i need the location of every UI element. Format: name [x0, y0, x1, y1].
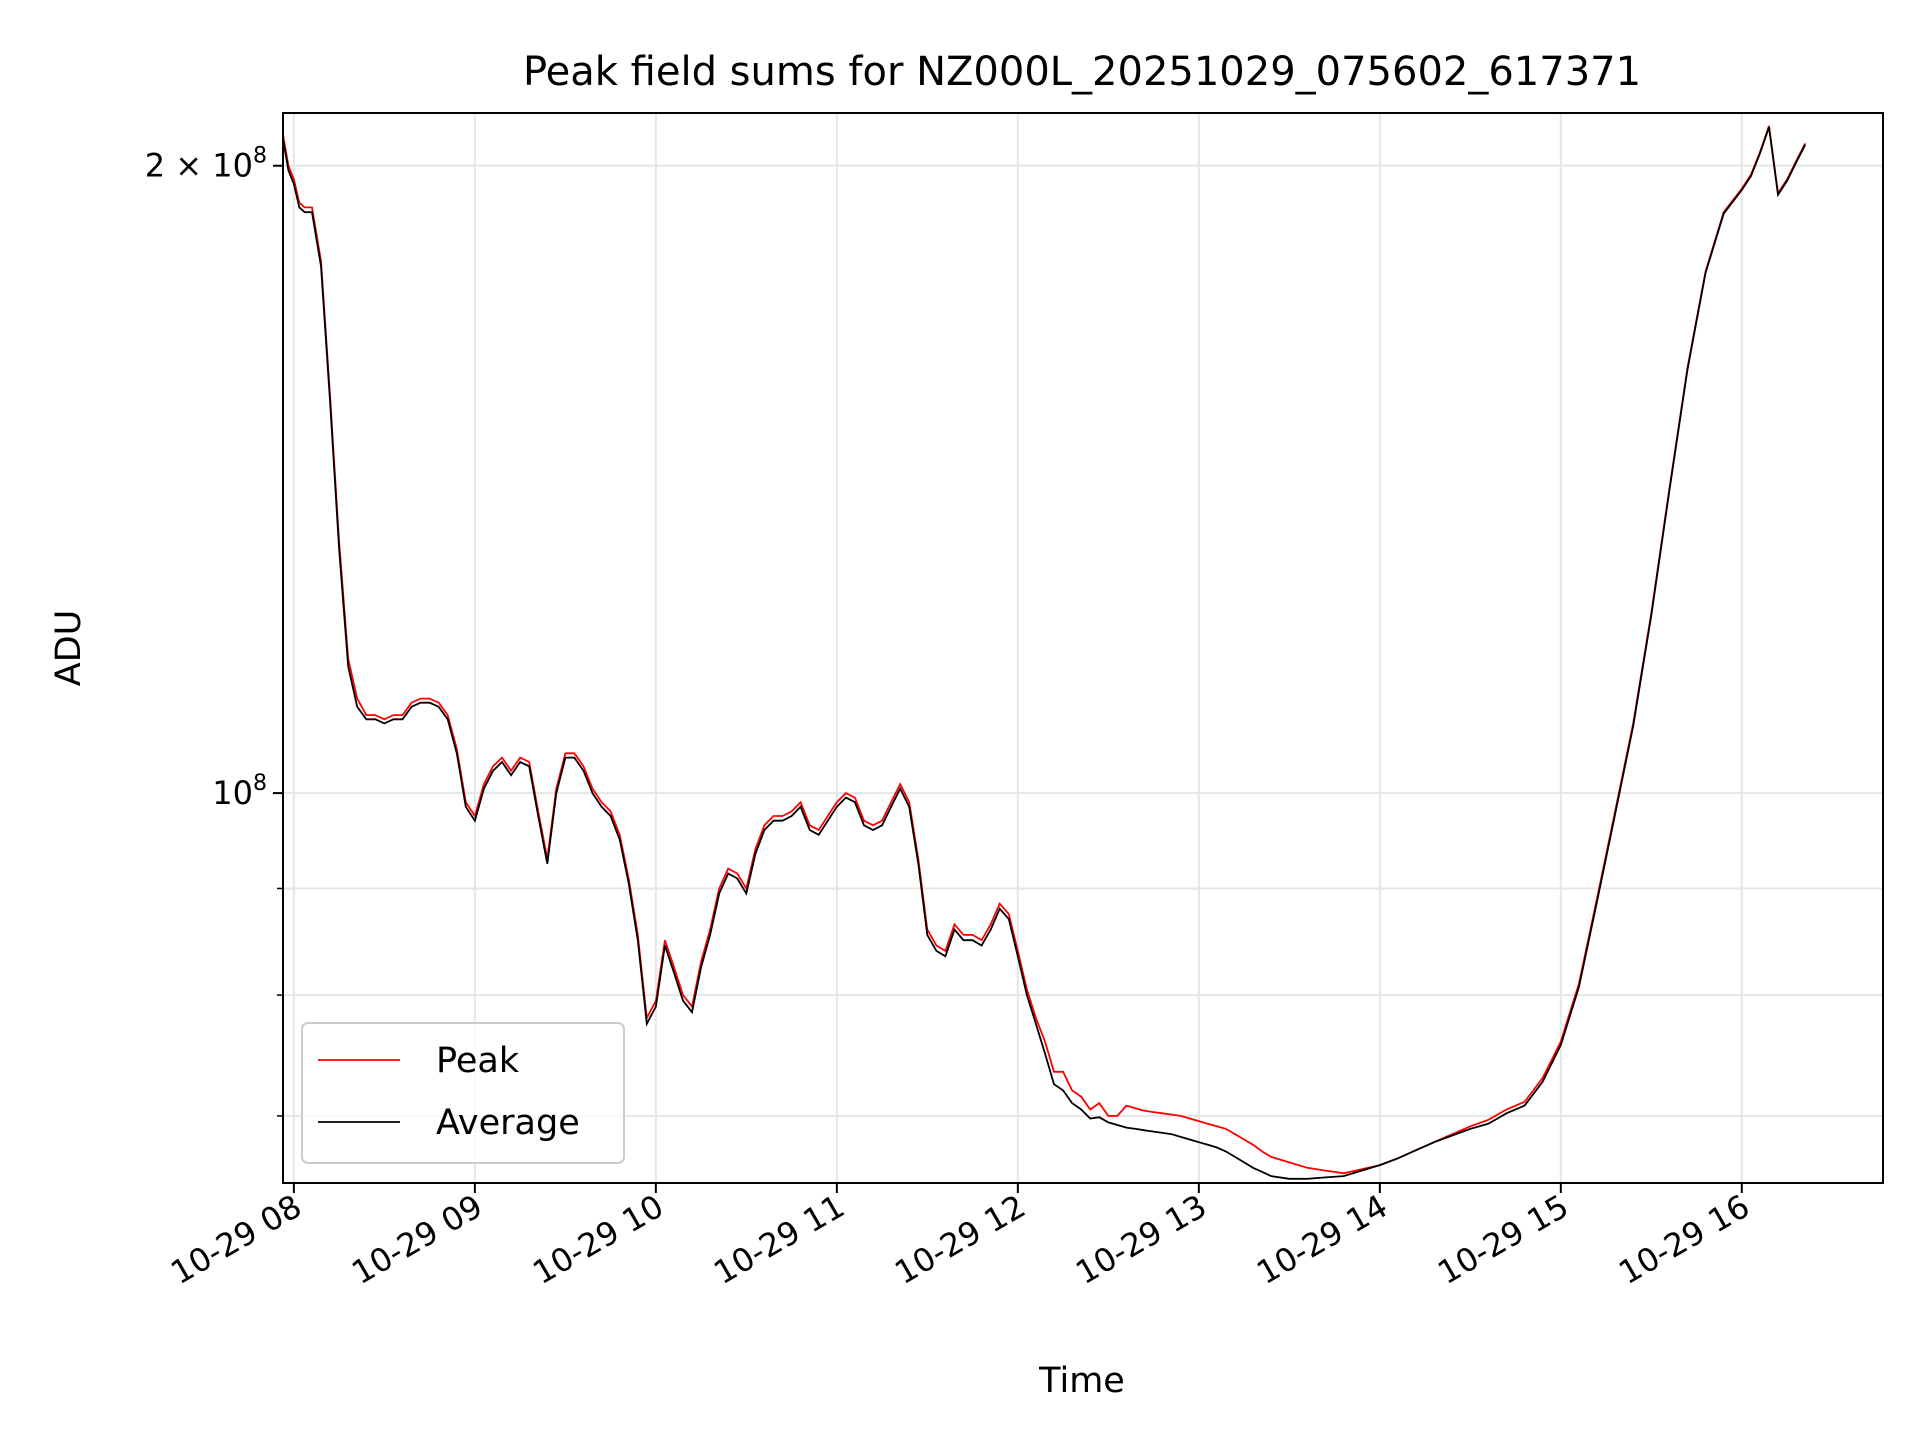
plot-series: [282, 125, 1807, 1180]
legend-box: [301, 1022, 625, 1164]
y-axis-ticks: 108 2 × 108: [145, 144, 283, 1117]
x-axis-label: Time: [1038, 1361, 1125, 1401]
series-line-average: [282, 126, 1807, 1180]
legend: Peak Average: [301, 1022, 625, 1164]
y-axis-label: ADU: [49, 610, 89, 687]
legend-label-peak: Peak: [436, 1041, 520, 1081]
plot-area-frame: [282, 112, 1884, 1184]
chart-title: Peak field sums for NZ000L_20251029_0756…: [523, 49, 1641, 95]
legend-label-average: Average: [436, 1103, 580, 1143]
y-tick-label: 108: [212, 771, 267, 812]
grid: [283, 113, 1883, 1183]
y-tick-label: 2 × 108: [145, 144, 267, 185]
